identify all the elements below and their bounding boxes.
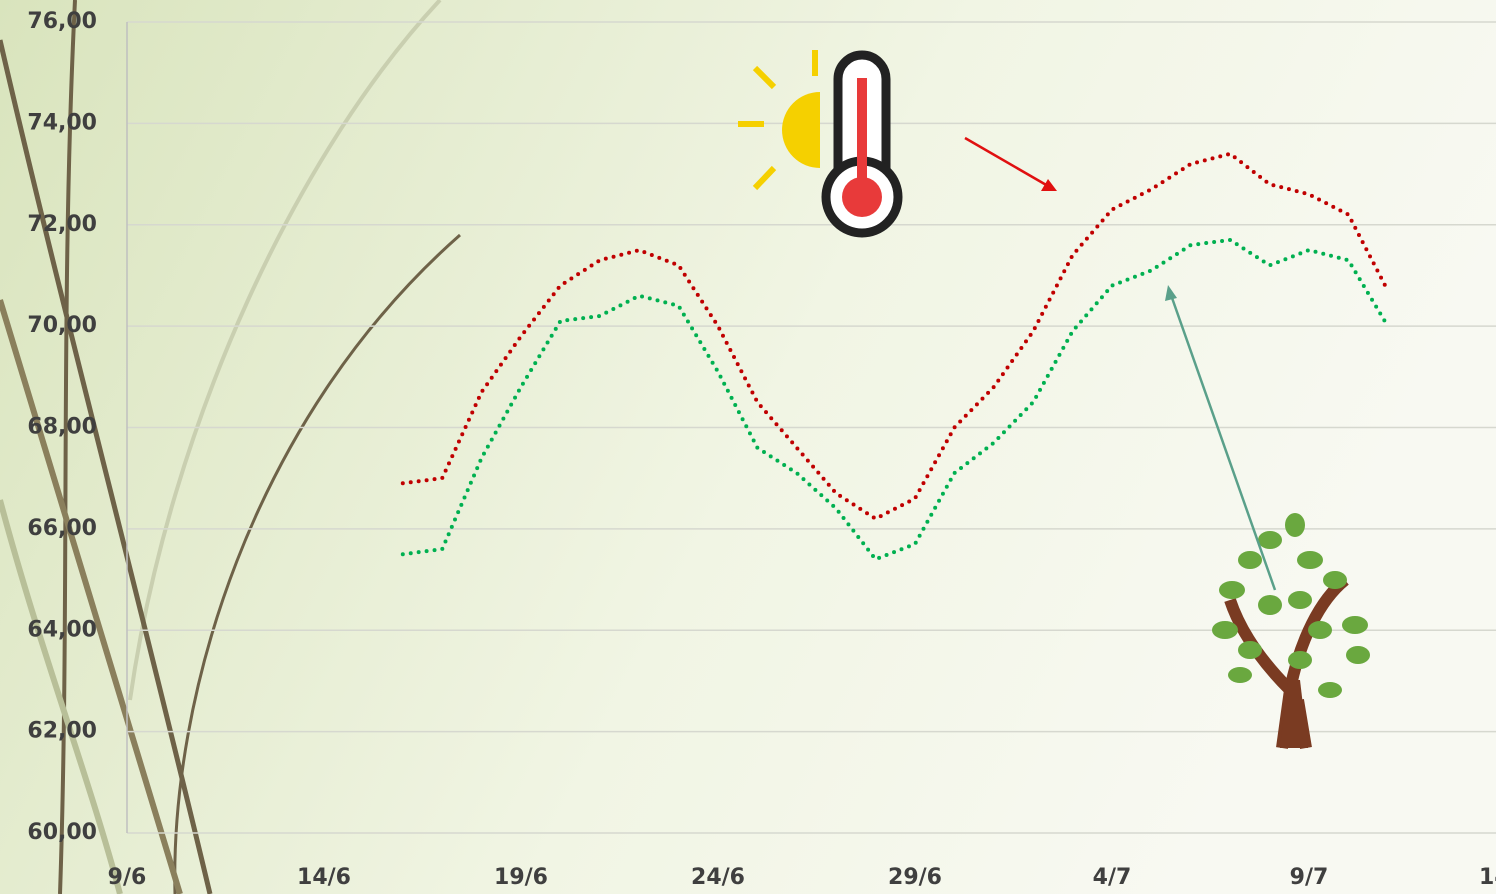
x-tick-label: 24/6 [691, 865, 745, 890]
x-tick-label: 9/6 [108, 865, 147, 890]
background [0, 0, 1496, 894]
chart: 60,00 62,00 64,00 66,00 68,00 70,00 72,00 74,00… [0, 0, 1496, 894]
y-tick-label: 72,00 [27, 212, 97, 237]
x-tick-label: 19/6 [494, 865, 548, 890]
y-tick-label: 64,00 [27, 617, 97, 642]
page: {"chart_data": {"type": "line", "categor… [0, 0, 1496, 894]
y-tick-label: 66,00 [27, 516, 97, 541]
y-tick-label: 60,00 [27, 820, 97, 845]
y-tick-label: 62,00 [27, 719, 97, 744]
y-tick-label: 76,00 [27, 9, 97, 34]
x-tick-label: 9/7 [1290, 865, 1329, 890]
y-tick-label: 70,00 [27, 313, 97, 338]
x-tick-label: 4/7 [1093, 865, 1132, 890]
x-tick-label: 14/7 [1479, 865, 1496, 890]
x-tick-label: 14/6 [297, 865, 351, 890]
x-tick-label: 29/6 [888, 865, 942, 890]
y-tick-label: 68,00 [27, 415, 97, 440]
y-tick-label: 74,00 [27, 110, 97, 135]
